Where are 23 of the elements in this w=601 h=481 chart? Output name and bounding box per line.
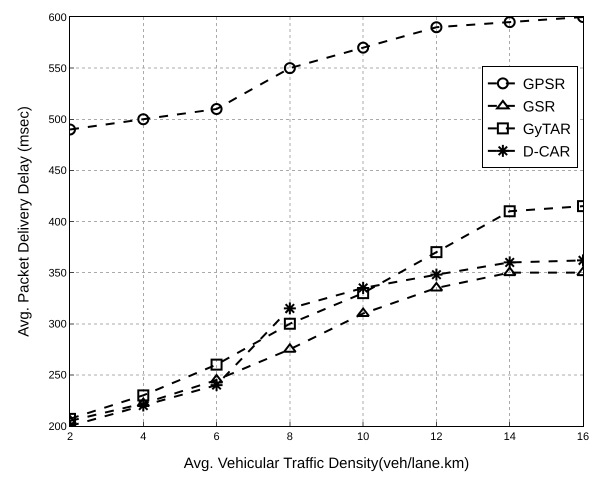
x-tick-label: 8 xyxy=(286,431,293,444)
y-tick-label: 400 xyxy=(48,216,67,228)
legend-label: GPSR xyxy=(522,76,566,94)
legend-label: GyTAR xyxy=(522,121,572,138)
x-tick-label: 14 xyxy=(504,431,516,444)
y-tick-label: 350 xyxy=(48,267,67,280)
x-tick-label: 6 xyxy=(214,431,220,444)
y-tick-label: 200 xyxy=(48,420,67,433)
y-axis-title: Avg. Packet Delivery Delay (msec) xyxy=(16,106,33,337)
y-tick-label: 550 xyxy=(48,62,67,75)
x-tick-label: 10 xyxy=(357,431,370,444)
y-tick-label: 250 xyxy=(48,370,67,382)
legend-label: D-CAR xyxy=(522,144,571,161)
x-tick-label: 4 xyxy=(140,431,146,444)
y-tick-label: 300 xyxy=(48,318,67,331)
y-tick-label: 500 xyxy=(48,114,67,126)
y-tick-label: 450 xyxy=(48,165,67,178)
x-tick-label: 12 xyxy=(430,431,443,444)
x-tick-label: 2 xyxy=(66,431,74,444)
legend-label: GSR xyxy=(522,98,556,116)
y-tick-label: 600 xyxy=(48,12,67,24)
x-axis-title: Avg. Vehicular Traffic Density(veh/lane.km) xyxy=(184,455,470,472)
x-tick-label: 16 xyxy=(576,431,590,444)
